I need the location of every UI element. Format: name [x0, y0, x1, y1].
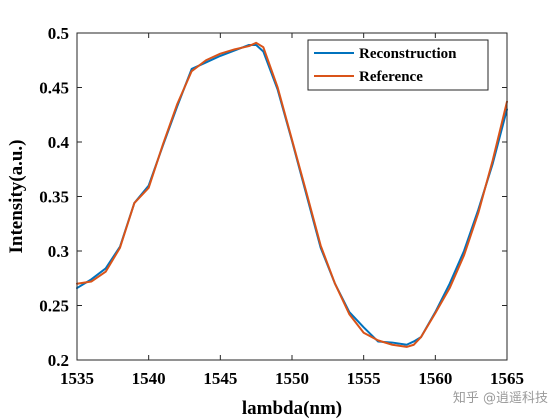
y-axis-ticks: 0.2 0.25 0.3 0.35 0.4 0.45 0.5 — [39, 24, 507, 370]
legend-box — [307, 39, 489, 91]
y-tick-label: 0.3 — [48, 242, 69, 261]
y-tick-label: 0.35 — [39, 188, 69, 207]
x-tick-label: 1545 — [203, 369, 237, 388]
y-axis-label: Intensity(a.u.) — [6, 139, 27, 253]
legend-label-reference: Reference — [359, 69, 423, 85]
x-tick-label: 1535 — [60, 369, 94, 388]
x-tick-label: 1540 — [132, 369, 166, 388]
x-tick-label: 1555 — [347, 369, 381, 388]
y-tick-label: 0.4 — [48, 133, 70, 152]
y-tick-label: 0.2 — [48, 351, 69, 370]
x-tick-label: 1550 — [275, 369, 309, 388]
y-tick-label: 0.5 — [48, 24, 69, 43]
x-tick-label: 1565 — [490, 369, 524, 388]
x-axis-label: lambda(nm) — [242, 398, 342, 419]
x-tick-label: 1560 — [418, 369, 452, 388]
series-line-reference — [76, 41, 508, 348]
y-tick-label: 0.25 — [39, 297, 69, 316]
legend: Reconstruction Reference — [307, 39, 489, 91]
legend-label-reconstruction: Reconstruction — [359, 46, 457, 62]
plot-frame — [76, 32, 508, 361]
watermark: 知乎 @逍遥科技 — [453, 390, 548, 406]
x-axis-ticks: 1535 1540 1545 1550 1555 1560 1565 — [60, 33, 524, 388]
series-layer — [76, 41, 508, 348]
y-tick-label: 0.45 — [39, 79, 69, 98]
